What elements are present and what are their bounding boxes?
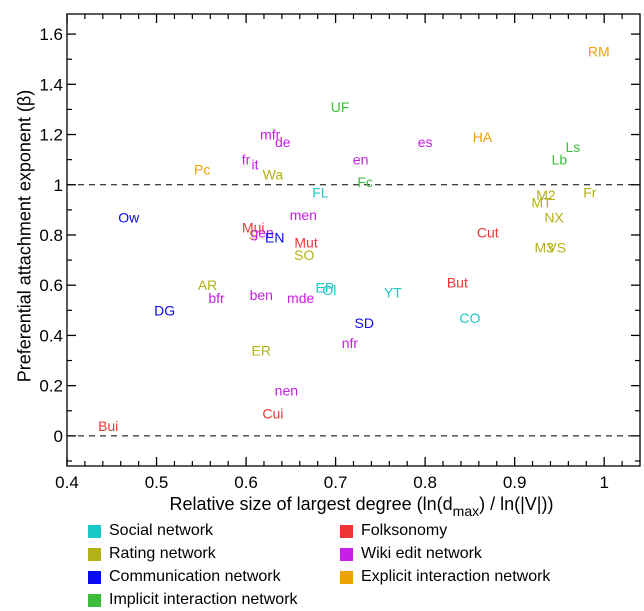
legend-label: Social network [109, 522, 214, 539]
data-point-sd: SD [355, 315, 374, 331]
data-point-but: But [447, 275, 468, 291]
legend-item: Implicit interaction network [88, 589, 298, 611]
y-tick-label: 1.4 [39, 75, 63, 94]
x-tick-label: 1 [599, 473, 608, 492]
x-tick-label: 0.4 [55, 473, 79, 492]
data-point-uf: UF [331, 99, 350, 115]
data-point-dg: DG [154, 302, 175, 318]
y-tick-label: 0.2 [39, 377, 63, 396]
data-point-de: de [275, 134, 291, 150]
data-point-m3: M3 [534, 240, 554, 256]
data-point-cui: Cui [262, 405, 283, 421]
y-tick-label: 0.8 [39, 226, 63, 245]
data-point-fc: Fc [357, 174, 373, 190]
data-point-lb: Lb [552, 152, 568, 168]
data-point-mt: MT [531, 194, 552, 210]
data-point-wa: Wa [263, 167, 284, 183]
data-point-fl: FL [312, 184, 329, 200]
data-point-en: EN [265, 229, 284, 245]
x-tick-label: 0.6 [234, 473, 258, 492]
x-axis-title: Relative size of largest degree (ln(dmax… [170, 494, 554, 519]
data-point-ben: ben [250, 287, 273, 303]
data-point-ha: HA [473, 129, 493, 145]
data-point-ep: EP [316, 280, 335, 296]
x-tick-label: 0.5 [145, 473, 169, 492]
data-point-bfr: bfr [208, 290, 225, 306]
data-point-men: men [290, 207, 317, 223]
data-point-mfr: mfr [260, 127, 281, 143]
y-tick-label: 0.6 [39, 276, 63, 295]
data-point-vs: VS [547, 240, 566, 256]
legend-label: Rating network [109, 545, 216, 562]
legend-swatch [88, 524, 101, 538]
data-point-ol: Ol [322, 282, 336, 298]
y-tick-label: 0.4 [39, 326, 63, 345]
data-point-nfr: nfr [342, 335, 359, 351]
data-point-fr: fr [242, 152, 251, 168]
data-point-er: ER [252, 342, 271, 358]
data-point-gen: gen [250, 224, 273, 240]
data-point-en: en [353, 152, 369, 168]
legend-label: Explicit interaction network [361, 568, 551, 585]
data-point-nen: nen [275, 383, 298, 399]
legend-item: Explicit interaction network [340, 566, 550, 588]
legend-label: Communication network [109, 568, 281, 585]
data-point-rm: RM [588, 44, 610, 60]
legend-swatch [88, 593, 101, 607]
y-axis-title: Preferential attachment exponent (β) [14, 90, 34, 383]
data-point-ow: Ow [118, 209, 140, 225]
legend-swatch [88, 547, 101, 561]
x-tick-label: 0.9 [503, 473, 527, 492]
legend-item: Communication network [88, 566, 281, 588]
data-point-it: it [252, 157, 259, 173]
data-point-mui: Mui [242, 219, 265, 235]
x-tick-label: 0.7 [324, 473, 348, 492]
data-point-mde: mde [287, 290, 314, 306]
y-tick-label: 1.6 [39, 25, 63, 44]
y-tick-label: 1 [54, 176, 63, 195]
legend-swatch [88, 570, 101, 584]
data-point-mut: Mut [294, 235, 317, 251]
data-point-fr: Fr [583, 184, 597, 200]
legend-item: Social network [88, 520, 213, 542]
data-point-ar: AR [198, 277, 217, 293]
legend-item: Wiki edit network [340, 543, 482, 565]
data-point-ls: Ls [565, 139, 580, 155]
data-point-cut: Cut [477, 224, 499, 240]
x-tick-label: 0.8 [413, 473, 437, 492]
data-point-nx: NX [544, 209, 564, 225]
data-point-es: es [418, 134, 433, 150]
legend-swatch [340, 524, 353, 538]
legend-label: Implicit interaction network [109, 591, 298, 608]
legend-item: Rating network [88, 543, 216, 565]
data-point-co: CO [459, 310, 480, 326]
y-tick-label: 0 [54, 427, 63, 446]
y-tick-label: 1.2 [39, 126, 63, 145]
data-point-bui: Bui [98, 418, 118, 434]
data-point-yt: YT [384, 285, 402, 301]
scatter-chart: 0.4 0.5 0.6 0.7 0.8 0.9 1 0 0.2 0.4 0.6 0.8 1 1.2 1.4 1… [14, 13, 641, 519]
legend-swatch [340, 547, 353, 561]
data-point-so: SO [294, 247, 314, 263]
legend-swatch [340, 570, 353, 584]
data-point-pc: Pc [194, 162, 210, 178]
legend-item: Folksonomy [340, 520, 447, 542]
data-point-s: S [249, 227, 258, 243]
legend-label: Wiki edit network [361, 545, 482, 562]
data-point-m2: M2 [536, 187, 556, 203]
legend-label: Folksonomy [361, 522, 448, 539]
legend: Social network Rating network Communicatio… [88, 520, 618, 608]
